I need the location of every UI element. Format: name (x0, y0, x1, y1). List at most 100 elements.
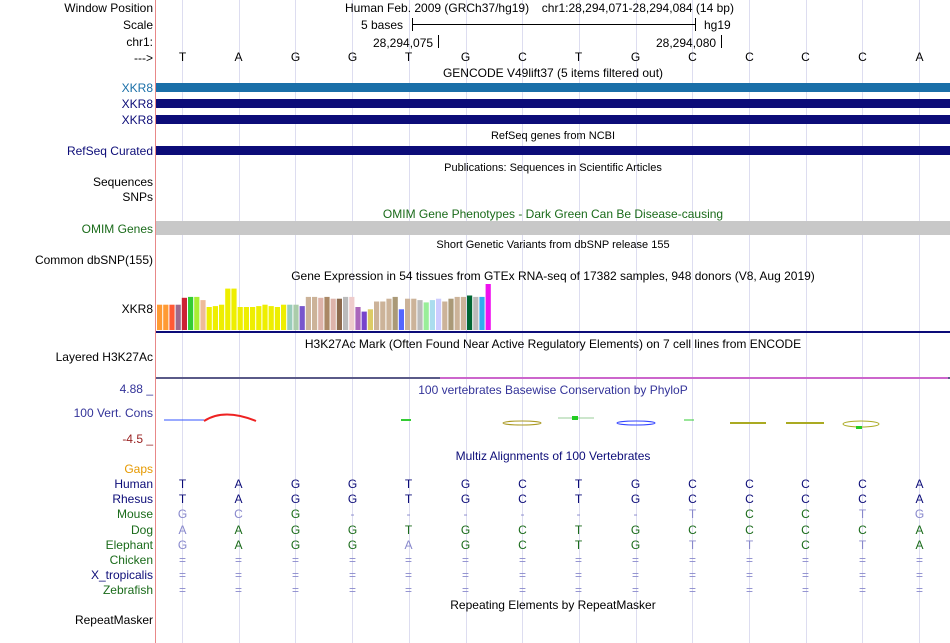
gencode-track-title[interactable]: GENCODE V49lift37 (5 items filtered out) (442, 66, 664, 80)
gtex-tissue-bar[interactable] (467, 295, 473, 331)
gtex-tissue-bar[interactable] (243, 307, 249, 330)
repeatmasker-label[interactable]: RepeatMasker (74, 613, 153, 627)
publications-track-title[interactable]: Publications: Sequences in Scientific Ar… (444, 162, 662, 174)
gtex-tissue-bar[interactable] (398, 309, 404, 330)
omim-label[interactable]: OMIM Genes (81, 222, 153, 236)
gtex-tissue-bar[interactable] (250, 307, 256, 330)
gtex-tissue-bar[interactable] (460, 296, 466, 330)
gtex-tissue-bar[interactable] (324, 296, 330, 330)
species-label[interactable]: Dog (130, 523, 153, 537)
gtex-tissue-bar[interactable] (188, 296, 194, 330)
alignment-base: = (404, 568, 412, 582)
alignment-base: C (688, 492, 697, 506)
gtex-tissue-bar[interactable] (479, 296, 485, 330)
gaps-label[interactable]: Gaps (124, 462, 153, 476)
gtex-tissue-bar[interactable] (429, 300, 435, 330)
gtex-tissue-bar[interactable] (169, 304, 175, 330)
gtex-tissue-bar[interactable] (293, 304, 299, 330)
gtex-tissue-bar[interactable] (454, 296, 460, 330)
alignment-base: = (801, 568, 809, 582)
gtex-tissue-bar[interactable] (411, 298, 417, 330)
gtex-tissue-bar[interactable] (305, 296, 311, 330)
gencode-item-label-3[interactable]: XKR8 (121, 113, 153, 127)
gtex-tissue-bar[interactable] (417, 300, 423, 330)
gtex-tissue-bar[interactable] (423, 302, 429, 330)
gtex-tissue-bar[interactable] (200, 300, 206, 330)
refseq-transcript-bar[interactable] (156, 146, 950, 155)
gtex-tissue-bar[interactable] (343, 296, 349, 330)
gtex-tissue-bar[interactable] (262, 304, 268, 330)
gtex-tissue-bar[interactable] (473, 296, 479, 330)
gtex-tissue-bar[interactable] (374, 301, 380, 331)
gtex-tissue-bar[interactable] (237, 307, 243, 330)
gtex-tissue-bar[interactable] (436, 298, 442, 330)
gtex-tissue-bar[interactable] (268, 306, 274, 330)
repeatmasker-track-title[interactable]: Repeating Elements by RepeatMasker (450, 598, 656, 612)
phylop-conservation-plot[interactable] (156, 408, 950, 432)
gtex-track-title[interactable]: Gene Expression in 54 tissues from GTEx … (291, 269, 815, 283)
gtex-label[interactable]: XKR8 (121, 302, 153, 316)
gtex-tissue-bar[interactable] (299, 306, 305, 330)
gencode-transcript-bar-3[interactable] (156, 115, 950, 124)
gtex-tissue-bar[interactable] (355, 307, 361, 330)
species-label[interactable]: Elephant (105, 538, 153, 552)
gencode-item-label-2[interactable]: XKR8 (121, 97, 153, 111)
dbsnp-label[interactable]: Common dbSNP(155) (34, 253, 153, 267)
gtex-tissue-bar[interactable] (212, 306, 218, 330)
gtex-tissue-bar[interactable] (181, 297, 187, 330)
sequences-label[interactable]: Sequences (92, 175, 153, 189)
gtex-tissue-bar[interactable] (274, 307, 280, 330)
gtex-tissue-bar[interactable] (206, 307, 212, 330)
gtex-tissue-bar[interactable] (219, 304, 225, 330)
gtex-tissue-bar[interactable] (448, 298, 454, 330)
species-label[interactable]: Human (114, 477, 153, 491)
gtex-tissue-bar[interactable] (231, 288, 237, 330)
gtex-tissue-bar[interactable] (361, 311, 367, 330)
gtex-tissue-bar[interactable] (281, 304, 287, 330)
gtex-tissue-bar[interactable] (157, 304, 163, 330)
gtex-tissue-bar[interactable] (225, 288, 231, 330)
species-label[interactable]: X_tropicalis (90, 568, 153, 582)
gtex-tissue-bar[interactable] (405, 298, 411, 330)
gtex-tissue-bar[interactable] (442, 301, 448, 331)
multiz-track-title[interactable]: Multiz Alignments of 100 Vertebrates (455, 449, 651, 463)
gtex-tissue-bar[interactable] (287, 304, 293, 330)
gtex-tissue-bar[interactable] (163, 304, 169, 330)
alignment-base: = (518, 583, 526, 597)
gtex-tissue-bar[interactable] (318, 297, 324, 330)
species-label[interactable]: Mouse (116, 507, 153, 521)
h3k27ac-track-title[interactable]: H3K27Ac Mark (Often Found Near Active Re… (304, 337, 802, 351)
h3k27ac-label[interactable]: Layered H3K27Ac (55, 350, 153, 364)
gtex-tissue-bar[interactable] (336, 298, 342, 330)
phylop-label[interactable]: 100 Vert. Cons (73, 406, 153, 420)
gtex-tissue-bar[interactable] (312, 296, 318, 330)
phylop-track-title[interactable]: 100 vertebrates Basewise Conservation by… (418, 383, 688, 397)
species-label[interactable]: Zebrafish (102, 583, 153, 597)
omim-track-title[interactable]: OMIM Gene Phenotypes - Dark Green Can Be… (382, 207, 724, 221)
gtex-tissue-bar[interactable] (175, 304, 181, 330)
refseq-track-title[interactable]: RefSeq genes from NCBI (490, 130, 616, 142)
alignment-base: = (348, 568, 356, 582)
gtex-tissue-bar[interactable] (330, 298, 336, 330)
refseq-label[interactable]: RefSeq Curated (66, 144, 153, 158)
omim-gene-bar[interactable] (156, 221, 950, 235)
gtex-tissue-bar[interactable] (194, 296, 200, 330)
gtex-tissue-bar[interactable] (256, 306, 262, 330)
dbsnp-track-title[interactable]: Short Genetic Variants from dbSNP releas… (436, 239, 670, 251)
gtex-tissue-bar[interactable] (392, 296, 398, 330)
gencode-item-label-1[interactable]: XKR8 (121, 81, 153, 95)
gtex-tissue-bar[interactable] (367, 309, 373, 330)
gencode-transcript-bar-2[interactable] (156, 99, 950, 108)
gencode-transcript-bar-1[interactable] (156, 83, 950, 92)
gtex-tissue-bar[interactable] (380, 301, 386, 331)
species-label[interactable]: Rhesus (112, 492, 153, 506)
gtex-expression-chart[interactable] (156, 283, 536, 331)
snps-label[interactable]: SNPs (122, 190, 153, 204)
alignment-base: = (574, 568, 582, 582)
gtex-tissue-bar[interactable] (386, 298, 392, 330)
species-label[interactable]: Chicken (109, 553, 153, 567)
alignment-base: = (745, 568, 753, 582)
gtex-tissue-bar[interactable] (349, 296, 355, 330)
gtex-tissue-bar[interactable] (485, 284, 491, 330)
alignment-base: A (234, 477, 243, 491)
